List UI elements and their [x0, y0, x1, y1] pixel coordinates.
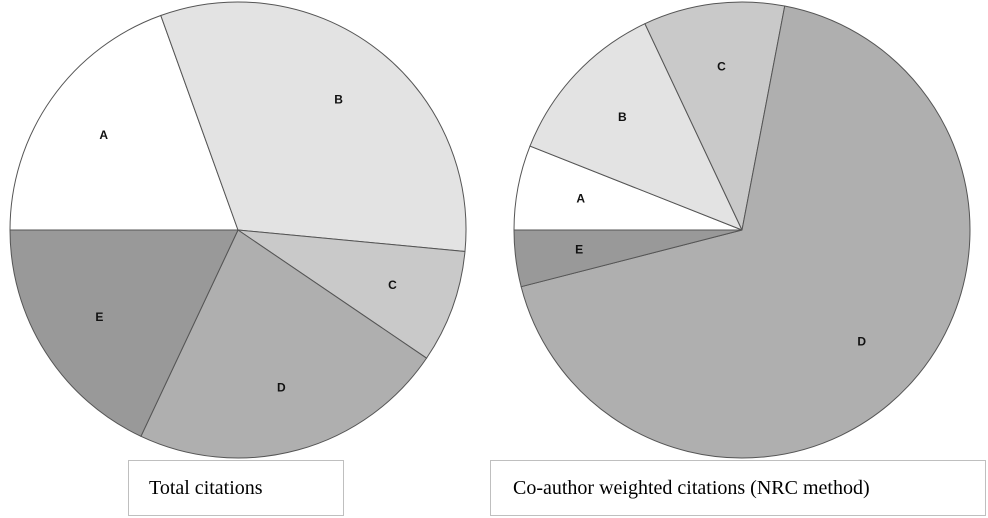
pie-slice-c — [644, 1, 786, 232]
pie-slice-d — [520, 5, 971, 459]
caption-weighted-citations: Co-author weighted citations (NRC method… — [490, 460, 986, 516]
pie-slice-e — [513, 229, 743, 288]
pie-chart-weighted-citations: A B C D E — [513, 1, 971, 459]
slice-label-c: C — [388, 278, 397, 292]
pie-slice-e — [9, 229, 239, 437]
slice-label-e: E — [95, 310, 103, 324]
slice-label-d: D — [857, 335, 866, 349]
pie-slice-b — [529, 23, 743, 231]
chart-title: Total citations — [149, 476, 263, 499]
slice-label-b: B — [618, 110, 627, 124]
slice-label-e: E — [575, 243, 583, 257]
pie-slice-b — [160, 1, 467, 253]
slice-label-d: D — [277, 381, 286, 395]
slice-label-c: C — [717, 59, 726, 73]
slice-label-b: B — [334, 92, 343, 106]
pie-slice-a — [9, 14, 239, 231]
pie-chart-total-citations: A B C D E — [9, 1, 467, 459]
pie-slice-d — [140, 229, 428, 459]
caption-total-citations: Total citations — [128, 460, 344, 516]
chart-title: Co-author weighted citations (NRC method… — [513, 476, 870, 499]
pie-slice-c — [237, 229, 466, 359]
slice-label-a: A — [99, 128, 108, 142]
slice-label-a: A — [576, 191, 585, 205]
